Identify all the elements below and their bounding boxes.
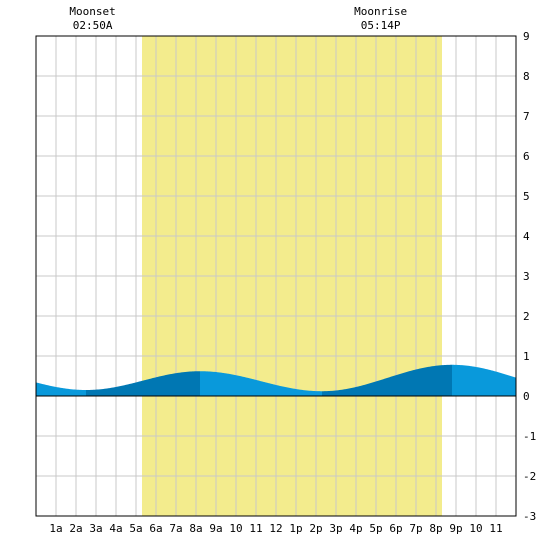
x-tick-label: 6a bbox=[149, 522, 162, 535]
x-tick-label: 6p bbox=[389, 522, 402, 535]
x-tick-label: 2p bbox=[309, 522, 322, 535]
x-tick-label: 8p bbox=[429, 522, 442, 535]
y-tick-label: 9 bbox=[523, 30, 530, 43]
y-tick-label: 5 bbox=[523, 190, 530, 203]
x-tick-label: 5a bbox=[129, 522, 142, 535]
y-axis-labels: -3 -2 -1 0 1 2 3 4 5 6 7 8 9 bbox=[523, 30, 536, 523]
x-tick-label: 7a bbox=[169, 522, 182, 535]
plot-border bbox=[35, 35, 517, 517]
moon-event-time: 05:14P bbox=[361, 19, 401, 32]
y-tick-label: 7 bbox=[523, 110, 530, 123]
tide-area-falling bbox=[452, 364, 516, 396]
x-axis-labels: 1a 2a 3a 4a 5a 6a 7a 8a 9a 10 11 12 1p 2p 3p 4p 5p 6p 7p 8p… bbox=[49, 522, 502, 535]
moon-event-label: Moonrise bbox=[354, 5, 407, 18]
y-tick-label: -2 bbox=[523, 470, 536, 483]
tide-area-rising bbox=[322, 364, 452, 396]
x-tick-label: 8a bbox=[189, 522, 202, 535]
x-tick-label: 1p bbox=[289, 522, 302, 535]
tide-area-falling bbox=[200, 371, 322, 396]
x-tick-label: 9a bbox=[209, 522, 222, 535]
x-tick-label: 11 bbox=[249, 522, 262, 535]
x-tick-label: 5p bbox=[369, 522, 382, 535]
x-tick-label: 12 bbox=[269, 522, 282, 535]
tide-area-rising bbox=[86, 371, 200, 396]
x-tick-label: 10 bbox=[229, 522, 242, 535]
x-tick-label: 2a bbox=[69, 522, 82, 535]
moon-event-time: 02:50A bbox=[73, 19, 113, 32]
y-tick-label: 6 bbox=[523, 150, 530, 163]
x-tick-label: 4a bbox=[109, 522, 122, 535]
y-tick-label: 1 bbox=[523, 350, 530, 363]
y-tick-label: -1 bbox=[523, 430, 536, 443]
moon-event-label: Moonset bbox=[69, 5, 115, 18]
y-tick-label: 3 bbox=[523, 270, 530, 283]
x-tick-label: 7p bbox=[409, 522, 422, 535]
y-tick-label: 4 bbox=[523, 230, 530, 243]
x-tick-label: 11 bbox=[489, 522, 502, 535]
tide-series bbox=[36, 364, 516, 396]
tide-area-falling bbox=[36, 382, 86, 396]
y-tick-label: 2 bbox=[523, 310, 530, 323]
x-tick-label: 9p bbox=[449, 522, 462, 535]
x-tick-label: 1a bbox=[49, 522, 62, 535]
y-tick-label: -3 bbox=[523, 510, 536, 523]
y-tick-label: 0 bbox=[523, 390, 530, 403]
grid-lines bbox=[36, 35, 516, 517]
x-tick-label: 3p bbox=[329, 522, 342, 535]
x-tick-label: 4p bbox=[349, 522, 362, 535]
x-tick-label: 3a bbox=[89, 522, 102, 535]
x-tick-label: 10 bbox=[469, 522, 482, 535]
y-tick-label: 8 bbox=[523, 70, 530, 83]
